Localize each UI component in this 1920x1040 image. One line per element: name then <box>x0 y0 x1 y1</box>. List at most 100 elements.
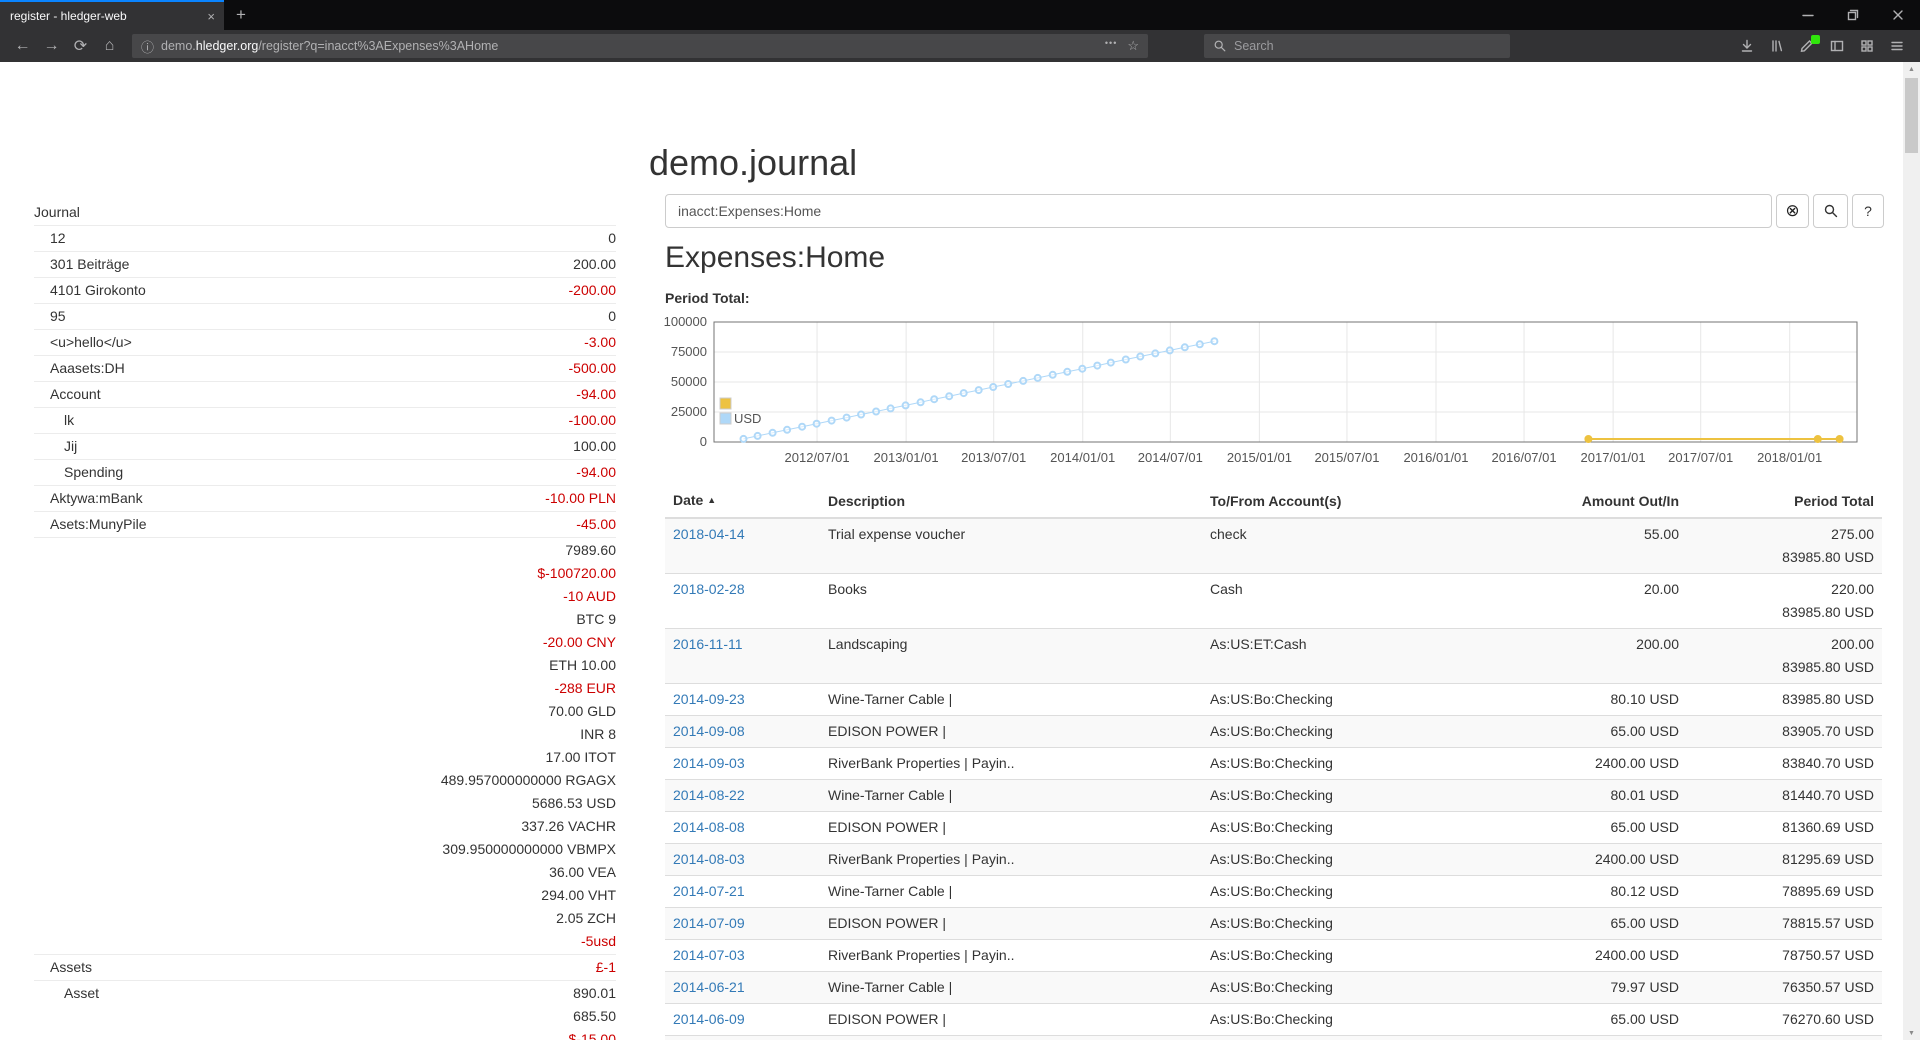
scroll-down-icon[interactable]: ▼ <box>1908 1029 1915 1037</box>
svg-text:USD: USD <box>734 411 761 426</box>
new-tab-button[interactable]: + <box>236 5 246 24</box>
cell-account: Cash <box>1202 573 1532 629</box>
svg-text:2016/01/01: 2016/01/01 <box>1403 450 1468 465</box>
account-balance: -3.00 <box>584 331 616 354</box>
svg-text:2014/01/01: 2014/01/01 <box>1050 450 1115 465</box>
transaction-date-link[interactable]: 2014-08-08 <box>673 819 745 835</box>
window-restore-button[interactable] <box>1830 0 1875 30</box>
query-input[interactable] <box>665 194 1772 228</box>
period-total-line: 83985.80 USD <box>1782 691 1874 707</box>
account-link[interactable]: lk <box>64 412 75 428</box>
browser-tab[interactable]: register - hledger-web × <box>0 0 224 30</box>
cell-description: Landscaping <box>820 628 1202 684</box>
transaction-date-link[interactable]: 2014-07-09 <box>673 915 745 931</box>
transaction-date-link[interactable]: 2018-02-28 <box>673 581 745 597</box>
downloads-button[interactable] <box>1732 33 1762 59</box>
cell-date: 2014-07-21 <box>665 875 820 908</box>
sidebar-journal-link[interactable]: Journal <box>34 200 616 226</box>
restore-icon <box>1847 9 1858 21</box>
hamburger-menu-icon <box>1891 41 1903 51</box>
account-link[interactable]: <u>hello</u> <box>50 334 132 350</box>
register-table: Date ▲ Description To/From Account(s) Am… <box>665 485 1882 1040</box>
period-total-line: 78815.57 USD <box>1782 915 1874 931</box>
balance-amount: $-15.00 <box>568 1031 616 1040</box>
transaction-date-link[interactable]: 2014-09-23 <box>673 691 745 707</box>
account-link[interactable]: Asset <box>64 985 100 1001</box>
account-link[interactable]: 4101 Girokonto <box>50 282 146 298</box>
period-total-line: 275.00 <box>1831 526 1874 542</box>
sidebars-button[interactable] <box>1822 33 1852 59</box>
window-minimize-button[interactable] <box>1785 0 1830 30</box>
back-button[interactable]: ← <box>8 33 37 59</box>
svg-text:75000: 75000 <box>671 344 707 359</box>
grid-icon <box>1861 40 1873 52</box>
sidebar-account-row: 12 0 <box>34 226 616 252</box>
transaction-date-link[interactable]: 2014-09-08 <box>673 723 745 739</box>
column-header-date[interactable]: Date ▲ <box>665 485 820 519</box>
account-link[interactable]: 301 Beiträge <box>50 256 130 272</box>
journal-link[interactable]: Journal <box>34 204 80 220</box>
transaction-date-link[interactable]: 2014-06-09 <box>673 1011 745 1027</box>
submit-search-button[interactable] <box>1813 194 1848 228</box>
cell-description: RiverBank Properties | Payin.. <box>820 747 1202 780</box>
cell-period-total: 76205.60 USD <box>1687 1035 1882 1040</box>
extension-button[interactable] <box>1792 33 1822 59</box>
transaction-date-link[interactable]: 2014-08-22 <box>673 787 745 803</box>
library-button[interactable] <box>1762 33 1792 59</box>
forward-button[interactable]: → <box>37 33 66 59</box>
home-button[interactable]: ⌂ <box>95 33 124 59</box>
balance-amount: $-100720.00 <box>537 565 616 581</box>
period-total-line: 83985.80 USD <box>1782 659 1874 675</box>
sidebar-account-row: lk -100.00 <box>34 408 616 434</box>
account-link[interactable]: Spending <box>64 464 124 480</box>
account-link[interactable] <box>34 539 50 953</box>
account-link[interactable]: Asets:MunyPile <box>50 516 147 532</box>
transaction-date-link[interactable]: 2014-08-03 <box>673 851 745 867</box>
reload-button[interactable]: ⟳ <box>66 33 95 59</box>
account-link[interactable]: 95 <box>50 308 66 324</box>
register-row: 2014-06-09 EDISON POWER | As:US:Bo:Checkin… <box>665 1003 1882 1036</box>
account-link[interactable]: Aaasets:DH <box>50 360 125 376</box>
account-link[interactable]: Jij <box>64 438 78 454</box>
cell-date: 2014-07-03 <box>665 939 820 972</box>
page-actions-icon[interactable]: ••• <box>1104 38 1118 48</box>
balance-amount: ETH 10.00 <box>549 657 616 673</box>
search-icon <box>1824 204 1837 218</box>
transaction-date-link[interactable]: 2014-09-03 <box>673 755 745 771</box>
scroll-up-icon[interactable]: ▲ <box>1908 65 1915 73</box>
transaction-date-link[interactable]: 2018-04-14 <box>673 526 745 542</box>
transaction-date-link[interactable]: 2014-07-21 <box>673 883 745 899</box>
clear-query-button[interactable]: ⊗ <box>1776 194 1809 228</box>
sidebar: Journal 12 0 301 Beiträge 200.00 4101 Giroko… <box>34 200 616 1040</box>
register-row: 2014-07-03 RiverBank Properties | Payin..… <box>665 939 1882 972</box>
url-bar[interactable]: ⓘ demo.hledger.org/register?q=inacct%3AE… <box>132 34 1148 58</box>
balance-amount: 0 <box>608 230 616 246</box>
account-link[interactable]: Aktywa:mBank <box>50 490 143 506</box>
menu-button[interactable] <box>1882 33 1912 59</box>
window-close-button[interactable] <box>1875 0 1920 30</box>
transaction-date-link[interactable]: 2016-11-11 <box>673 636 743 652</box>
svg-text:50000: 50000 <box>671 374 707 389</box>
scrollbar-thumb[interactable] <box>1905 78 1918 153</box>
grid-button[interactable] <box>1852 33 1882 59</box>
balance-amount: -10.00 PLN <box>545 490 616 506</box>
account-link[interactable]: 12 <box>50 230 66 246</box>
cell-account: As:US:Bo:Checking <box>1202 907 1532 940</box>
page-scrollbar[interactable]: ▲ ▼ <box>1903 62 1920 1040</box>
bookmark-star-icon[interactable]: ☆ <box>1127 38 1139 53</box>
period-total-line: 83985.80 USD <box>1782 604 1874 620</box>
help-button[interactable]: ? <box>1852 194 1884 228</box>
balance-amount: -45.00 <box>576 516 616 532</box>
balance-amount: 17.00 ITOT <box>545 749 616 765</box>
site-info-icon[interactable]: ⓘ <box>141 39 155 55</box>
transaction-date-link[interactable]: 2014-07-03 <box>673 947 745 963</box>
transaction-date-link[interactable]: 2014-06-21 <box>673 979 745 995</box>
tab-close-icon[interactable]: × <box>207 8 215 24</box>
browser-search-bar[interactable]: Search <box>1204 34 1510 58</box>
balance-amount: -94.00 <box>576 386 616 402</box>
account-link[interactable]: Account <box>50 386 101 402</box>
sidebar-account-row: 95 0 <box>34 304 616 330</box>
account-link[interactable]: Assets <box>50 959 93 975</box>
register-row: 2014-08-03 RiverBank Properties | Payin..… <box>665 843 1882 876</box>
